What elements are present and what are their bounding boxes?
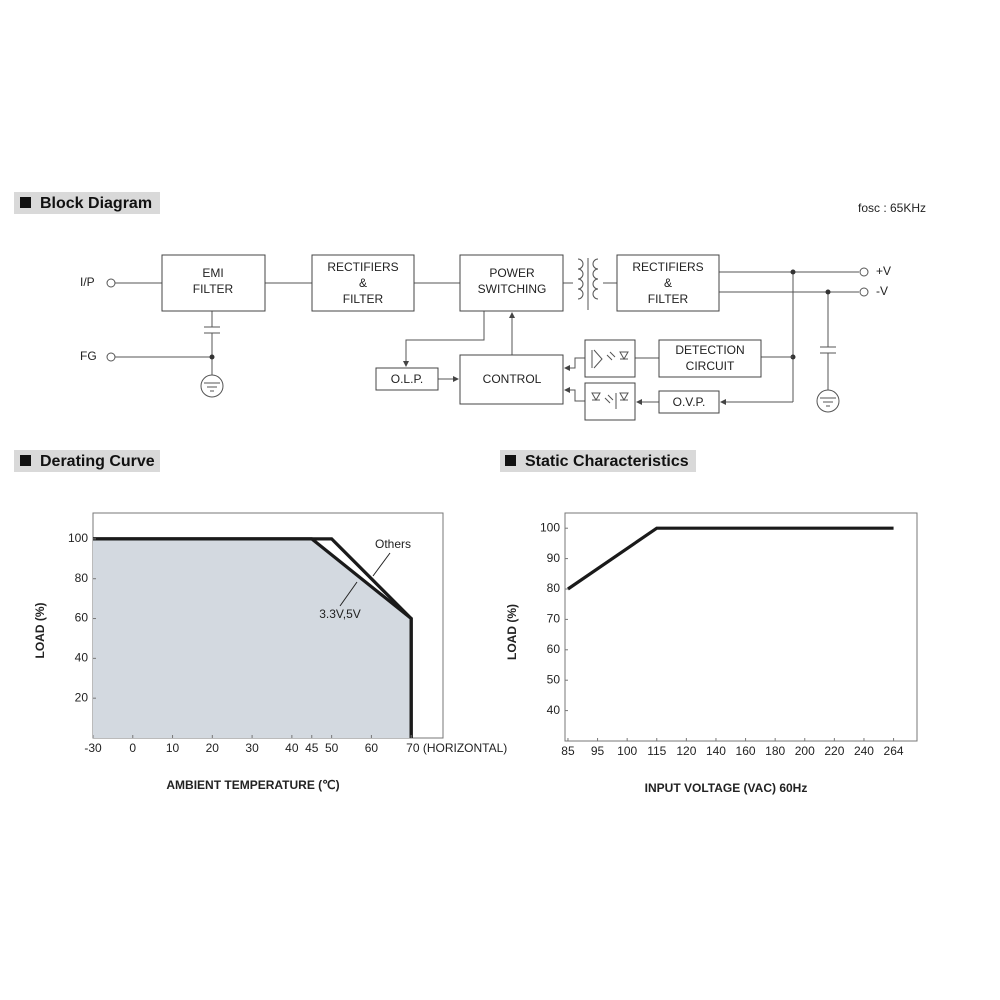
y-tick-label: 40 [547,703,561,717]
x-tick-label: 200 [795,744,815,758]
blocks: EMI FILTER RECTIFIERS & FILTER POWER SWI… [161,254,762,414]
block-label: DETECTION [675,343,744,357]
x-tick-label: 120 [676,744,696,758]
x-tick-label: 220 [824,744,844,758]
terminal-label: -V [876,284,888,298]
x-tick-label: 60 [365,741,379,755]
section-title: Block Diagram [40,195,152,212]
header-bar [500,450,696,472]
block-label: CIRCUIT [686,359,735,373]
block [658,390,720,414]
block-label: CONTROL [483,372,542,386]
x-tick-label: 20 [206,741,220,755]
block-label: & [359,276,367,290]
section-title: Static Characteristics [525,453,689,470]
x-tick-label: 70 (HORIZONTAL) [406,741,507,755]
y-tick-label: 60 [547,642,561,656]
x-tick-label: 140 [706,744,726,758]
block [161,254,266,312]
y-tick-label: 90 [547,551,561,565]
y-tick-label: 40 [75,651,89,665]
block-diagram: I/P FG +V -V EMI FILTER RECTIFIERS & FIL… [80,254,891,421]
block [616,254,720,312]
x-tick-label: 40 [285,741,299,755]
block-label: FILTER [648,292,689,306]
header-bar [14,450,160,472]
block [658,339,762,378]
series-label: Others [375,537,411,551]
fosc-note: fosc : 65KHz [858,201,926,215]
block-label: POWER [489,266,535,280]
block-label: RECTIFIERS [327,260,398,274]
terminal-label: FG [80,349,97,363]
block-label: FILTER [343,292,384,306]
series-line [93,537,413,738]
x-tick-label: 50 [325,741,339,755]
block-label: RECTIFIERS [632,260,703,274]
y-tick-label: 80 [547,581,561,595]
x-tick-label: 45 [305,741,319,755]
area [93,538,412,738]
derating-header: Derating Curve [14,450,160,472]
series-line [567,526,894,591]
annotation-leader [339,581,358,607]
terminal-labels: I/P FG +V -V [80,264,891,363]
x-tick-label: 264 [884,744,904,758]
block-diagram-header: Block Diagram [14,192,160,214]
chart: Others 3.3V,5V 20 40 60 80 100 -30 0 10 20 30 40 45 50… [33,512,507,792]
block [375,367,439,391]
x-tick-label: 10 [166,741,180,755]
block-label: O.L.P. [391,372,423,386]
section-title: Derating Curve [40,453,155,470]
y-axis-label: LOAD (%) [505,604,519,660]
static-header: Static Characteristics [500,450,696,472]
x-tick-label: -30 [84,741,102,755]
chart: 40 50 60 70 80 90 100 85 95 100 115 120 140 160 180 200… [505,512,918,795]
x-tick-label: 115 [647,744,666,758]
y-tick-label: 70 [547,612,561,626]
x-tick-label: 85 [561,744,575,758]
x-tick-label: 160 [736,744,756,758]
plot-frame [564,512,918,742]
y-tick-label: 100 [68,531,88,545]
block [311,254,415,312]
x-tick-label: 240 [854,744,874,758]
block [459,354,564,405]
header-square [20,197,31,208]
terminal-label: I/P [80,275,95,289]
y-tick-label: 100 [540,520,560,534]
x-tick-label: 30 [245,741,259,755]
y-tick-label: 80 [75,571,89,585]
y-tick-label: 60 [75,611,89,625]
annotation-leader [372,552,391,577]
block-label: FILTER [193,282,234,296]
x-tick-label: 0 [129,741,136,755]
header-bar [14,192,160,214]
block-label: SWITCHING [478,282,547,296]
x-tick-label: 180 [765,744,785,758]
header-square [505,455,516,466]
x-tick-label: 95 [591,744,605,758]
series-label: 3.3V,5V [319,607,361,621]
x-axis-label: AMBIENT TEMPERATURE (℃) [166,778,339,792]
y-tick-label: 20 [75,690,89,704]
terminal-label: +V [876,264,891,278]
x-tick-label: 100 [617,744,637,758]
y-tick-label: 50 [547,672,561,686]
block-label: O.V.P. [673,395,706,409]
x-axis-label: INPUT VOLTAGE (VAC) 60Hz [645,781,808,795]
block-label: & [664,276,672,290]
block [459,254,564,312]
block-label: EMI [202,266,223,280]
header-square [20,455,31,466]
wires [106,258,869,421]
y-axis-label: LOAD (%) [33,603,47,659]
